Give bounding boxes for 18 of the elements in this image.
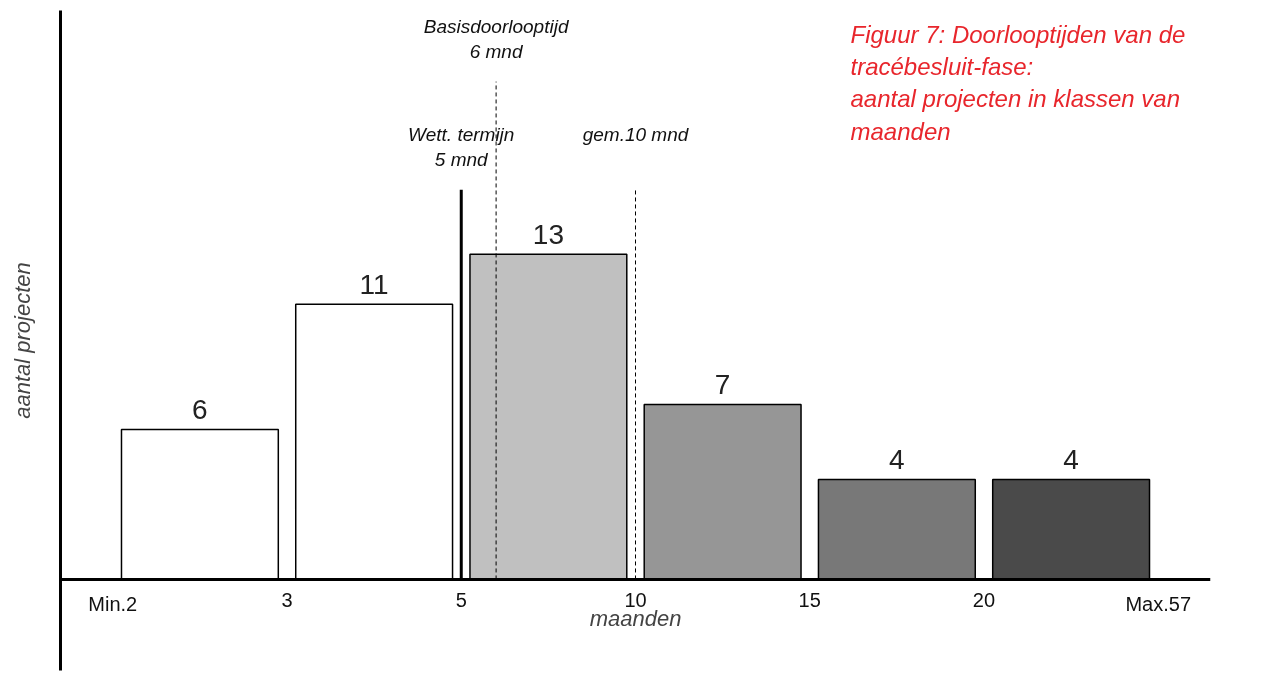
- text: Wett. termijn 5 mnd: [408, 124, 515, 171]
- data-label: 4: [1063, 444, 1079, 476]
- text: 5: [455, 589, 467, 612]
- text: Basisdoorlooptijd 6 mnd: [423, 16, 570, 63]
- data-label: 4: [889, 444, 905, 476]
- text: 20: [972, 589, 996, 612]
- text: 10: [624, 589, 647, 612]
- data-label: 13: [532, 219, 564, 251]
- text: Max.57: [1125, 593, 1192, 616]
- text: Min.2: [88, 593, 138, 616]
- data-label: 11: [359, 269, 389, 301]
- data-label: 7: [714, 369, 731, 401]
- text: 15: [798, 589, 821, 612]
- data-label: 6: [192, 394, 208, 426]
- text: gem.10 mnd: [582, 124, 690, 146]
- y-axis-title: aantal projecten: [9, 262, 35, 419]
- chart-title: Figuur 7: Doorlooptijden van de tracébesluit-fase: aantal projecten in klassen van maanden: [850, 20, 1186, 145]
- text: 3: [281, 589, 293, 612]
